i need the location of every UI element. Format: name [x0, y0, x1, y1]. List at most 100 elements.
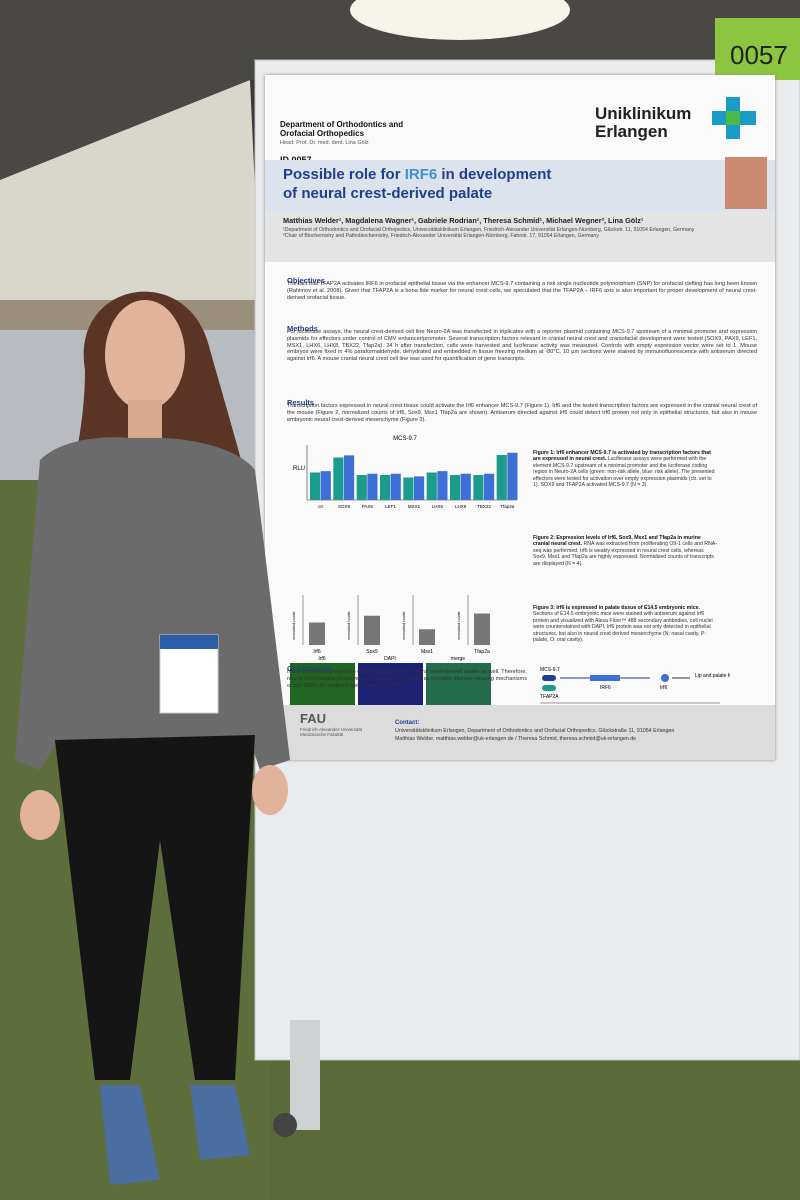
fig1-bar [414, 476, 425, 500]
fig1-bar [356, 475, 367, 500]
fig1-bars [310, 452, 518, 500]
fig2-panels: normalized counts Irf6 normalized counts So… [292, 595, 490, 655]
fig1-bar [320, 471, 331, 500]
fig2-ylabel: normalized counts [457, 611, 461, 640]
scheme-label: MCS-9.7 [540, 667, 560, 673]
contact-label: Contact: [395, 720, 420, 726]
logo-line: Erlangen [595, 122, 668, 141]
section-heading: Objectives [287, 270, 325, 288]
scheme-label: IRF6 [600, 685, 611, 691]
logo: Uniklinikum Erlangen [595, 105, 691, 141]
fau-logo: FAU [300, 711, 326, 726]
caption-bold: Figure 2: Expression levels of Irf6, Sox… [533, 535, 701, 548]
scheme-label: Lip and palate formation [695, 673, 730, 679]
fig3-label: DAPI [384, 656, 396, 662]
title-part: in development [437, 166, 552, 183]
caption-text: Sections of E14.5 embryonic mice were st… [533, 611, 713, 644]
fig1-category: ctr [318, 504, 324, 509]
author-photo [725, 157, 767, 209]
person [15, 291, 290, 1185]
fig1-bar [426, 472, 437, 500]
affiliations: ¹Department of Orthodontics and Orofacia… [283, 227, 703, 240]
fig2-caption: Figure 2: Expression levels of Irf6, Sox… [533, 535, 718, 567]
fig1-bar [367, 473, 378, 500]
fig1-title: MCS-9.7 [393, 436, 417, 442]
fig2-bar [419, 629, 435, 645]
title-part: IRF6 [404, 166, 438, 183]
fig1-bar [344, 455, 355, 500]
contact: Universitätsklinikum Erlangen, Departmen… [395, 728, 675, 734]
conclusions-heading: Conclusions [287, 658, 332, 676]
caption-bold: Figure 3: Irf6 is expressed in palate ti… [533, 605, 700, 611]
fig1-category: TBX22 [477, 504, 491, 509]
section-heading: Results [287, 392, 314, 410]
fig1-categories: ctr SOX9 PAX9 LEF1 MSX1 LHX6 LHX8 TBX22 Tfap2a [318, 504, 515, 509]
section-text: The fact that TFAP2A activates IRF6 in o… [287, 281, 757, 301]
poster-title: Possible role for IRF6 in development of … [283, 165, 551, 203]
fig3-label: merge [451, 656, 465, 662]
fig1-bar [484, 473, 495, 500]
affiliation: ²Chair of Biochemistry and Pathobiochemi… [283, 233, 599, 240]
section-text: Transcription factors expressed in neura… [287, 403, 757, 423]
fig2-ylabel: normalized counts [292, 611, 296, 640]
fig1-category: Tfap2a [500, 504, 515, 509]
fig2-ylabel: normalized counts [402, 611, 406, 640]
fig1-category: PAX9 [362, 504, 374, 509]
logo-cross [712, 97, 756, 139]
author-band [265, 212, 775, 262]
authors: Matthias Welder¹, Magdalena Wagner¹, Gab… [283, 216, 644, 225]
section-heading: Methods [287, 318, 318, 336]
fig1-category: LHX6 [432, 504, 444, 509]
fig1-category: LEF1 [385, 504, 396, 509]
board-number: 0057 [730, 40, 788, 70]
fig1-bar [496, 455, 507, 500]
fig1-caption: Figure 1: Irf6 enhancer MCS-9.7 is activ… [533, 450, 718, 488]
title-band [265, 160, 775, 212]
caption-text: Luciferase assays were performed with th… [533, 456, 715, 489]
fig1-bar [333, 457, 344, 500]
fig1-bar [390, 473, 401, 500]
fig3-labels: Irf6 DAPI merge [318, 656, 465, 662]
title-part: of neural crest-derived palate [283, 185, 493, 202]
fig2-bar [364, 615, 380, 645]
poster: Department of Orthodontics and Orofacial… [265, 75, 775, 760]
fig1-bar [403, 477, 414, 500]
heading: Results [287, 398, 315, 407]
fig1-category: MSX1 [408, 504, 421, 509]
fig2-gene: Irf6 [313, 649, 320, 655]
fig2-bar [474, 613, 490, 645]
fig1-bar [460, 473, 471, 500]
caption-text: RNA was extracted from proliferating O9-… [533, 541, 717, 567]
fig3-caption: Figure 3: Irf6 is expressed in palate ti… [533, 605, 718, 643]
fig1-category: SOX9 [338, 504, 351, 509]
logo-line: Uniklinikum [595, 104, 692, 123]
fig1-bar [450, 475, 461, 500]
fig1-bar [310, 472, 321, 500]
affiliation: ¹Department of Orthodontics and Orofacia… [283, 227, 695, 233]
fig2-gene: Tfap2a [474, 649, 490, 655]
fig1-ylabel: RLU [293, 466, 305, 472]
fig2-bar [309, 622, 325, 645]
conclusions-text: Irf6 is not only expressed in epithelial… [287, 669, 527, 689]
department: Department of Orthodontics and Orofacial… [280, 120, 404, 138]
fig1-bar [473, 475, 484, 500]
fig2-gene: Sox9 [366, 649, 378, 655]
fig1-category: LHX8 [455, 504, 467, 509]
fig2-gene: Msx1 [421, 649, 433, 655]
section-text: For luciferase assays, the neural crest-… [287, 329, 757, 363]
fau-sub: Friedrich-Alexander-Universität Medizini… [300, 727, 363, 737]
caption-bold: Figure 1: Irf6 enhancer MCS-9.7 is activ… [533, 450, 711, 463]
heading: Methods [287, 324, 318, 333]
fig1-bar [380, 475, 391, 500]
heading: Conclusions [287, 664, 333, 673]
scheme-label: TFAP2A [540, 694, 559, 700]
title-part: Possible role for [283, 166, 405, 183]
scheme-label: Irf6 [660, 685, 667, 691]
fig1-bar [437, 471, 448, 500]
fig1-bar [507, 452, 518, 500]
fig3-label: Irf6 [318, 656, 325, 662]
contact-names: Matthias Welder, matthias.welder@uk-erla… [395, 736, 637, 742]
heading: Objectives [287, 276, 325, 285]
footer-band [265, 705, 775, 760]
